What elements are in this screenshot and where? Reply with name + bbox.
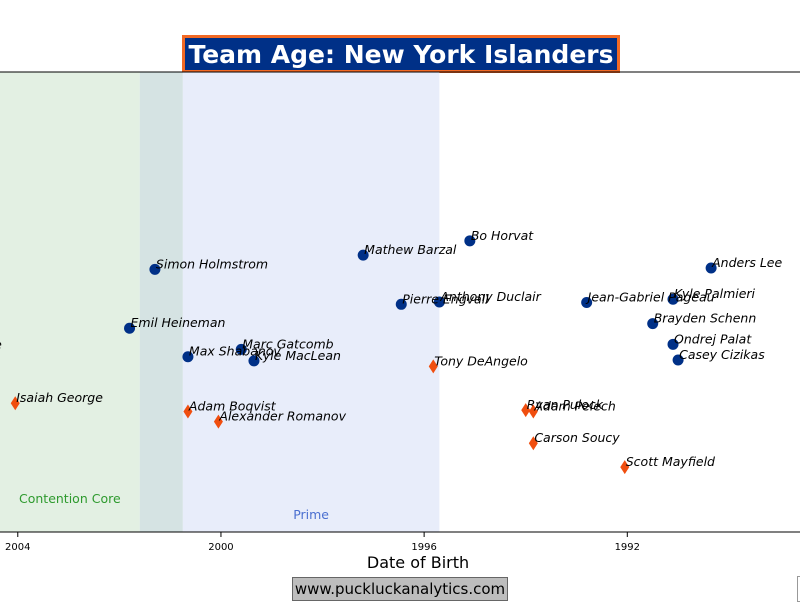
player-marker [433, 296, 445, 308]
player-label: Adam Boqvist [188, 398, 277, 413]
x-tick-label: 1992 [615, 542, 640, 553]
x-tick-label: 2000 [208, 542, 233, 553]
player-label: Mathew Barzal [364, 242, 457, 257]
chart-title: Team Age: New York Islanders [182, 35, 620, 73]
player-label: Alexander Romanov [218, 409, 346, 424]
player-marker [149, 263, 161, 275]
player-label: Isaiah George [16, 390, 103, 405]
player-marker [10, 396, 20, 411]
age-band-0 [0, 72, 140, 532]
footer-website: www.puckluckanalytics.com [292, 577, 508, 601]
player-marker [183, 404, 193, 419]
age-band-label: Prime [293, 507, 329, 522]
player-marker [213, 414, 223, 429]
player-label: Kyle Palmieri [674, 286, 756, 301]
x-axis-label: Date of Birth [367, 553, 469, 572]
player-label: Scott Mayfield [626, 454, 715, 469]
player-marker [667, 338, 679, 350]
x-axis-ticks: 2004 2000 1996 1992 [5, 532, 640, 553]
player-label: Bo Horvat [471, 228, 534, 243]
player-label: m Ritchie [0, 337, 2, 352]
player-label: Ondrej Palat [674, 331, 752, 346]
player-label: Tony DeAngelo [434, 353, 528, 368]
x-tick-label: 1996 [411, 542, 436, 553]
player-marker [620, 460, 630, 475]
player-marker [705, 262, 717, 274]
player-marker [581, 296, 593, 308]
player-label: Anthony Duclair [439, 289, 541, 304]
player-points: Bo Horvat Mathew Barzal Simon Holmstrom And… [0, 228, 782, 475]
player-label: Max Shabanov [189, 344, 281, 359]
age-bands: Contention Core Prime [0, 72, 440, 532]
player-label: Ryan Pulock [527, 397, 604, 412]
player-marker [248, 355, 260, 367]
player-label: Emil Heineman [131, 315, 226, 330]
player-marker [182, 351, 194, 363]
player-marker [521, 403, 531, 418]
player-marker [235, 343, 247, 355]
x-tick-label: 2004 [5, 542, 30, 553]
player-label: Kyle MacLean [255, 348, 341, 363]
player-marker [528, 436, 538, 451]
player-label: Casey Cizikas [679, 347, 765, 362]
age-band-label: Contention Core [19, 491, 121, 506]
player-marker [124, 322, 136, 334]
player-marker [357, 249, 369, 261]
player-marker [647, 318, 659, 330]
player-label: Anders Lee [711, 255, 782, 270]
player-label: Pierre Engvall [402, 291, 489, 306]
player-marker [428, 359, 438, 374]
player-label: Jean-Gabriel Pageau [585, 289, 715, 304]
age-band-1 [139, 72, 183, 532]
player-marker [464, 235, 476, 247]
player-marker [672, 354, 684, 366]
player-marker [528, 404, 538, 419]
player-label: Adam Pelech [533, 398, 616, 413]
player-label: Simon Holmstrom [156, 256, 268, 271]
player-label: Brayden Schenn [654, 311, 757, 326]
player-label: Carson Soucy [534, 430, 620, 445]
player-marker [667, 293, 679, 305]
player-marker [395, 298, 407, 310]
player-label: Marc Gatcomb [242, 336, 333, 351]
